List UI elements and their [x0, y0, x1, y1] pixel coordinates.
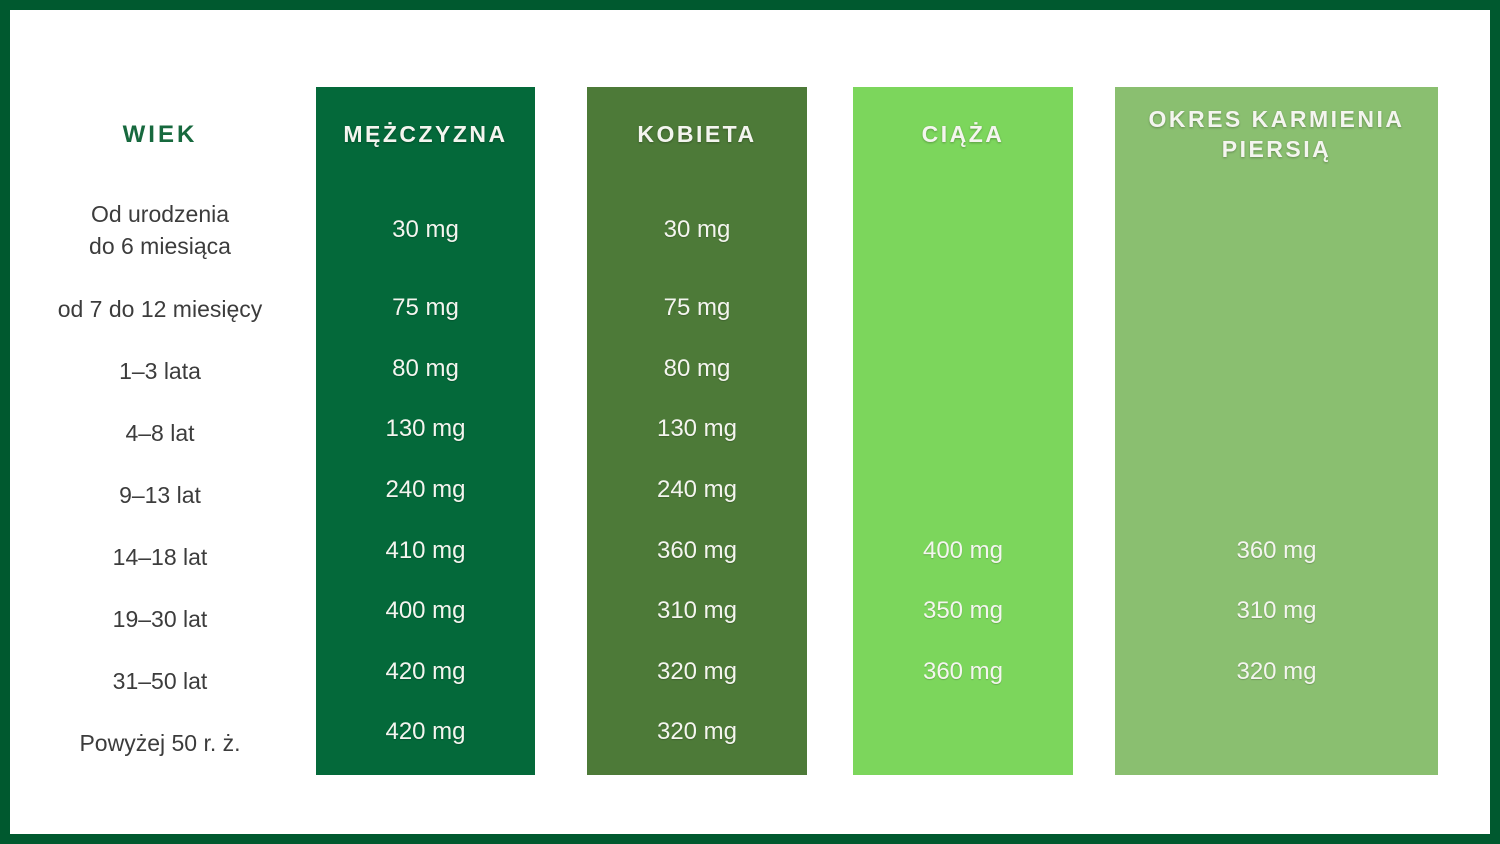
value-cell [1115, 399, 1438, 460]
value-cell: 420 mg [385, 657, 466, 685]
value-cell [853, 183, 1073, 278]
value-cell: 80 mg [663, 354, 731, 382]
value-cell: 80 mg [392, 354, 459, 382]
value-cell: 75 mg [392, 294, 459, 322]
value-cell: 240 mg [656, 475, 738, 503]
breastfeeding-column-header: OKRES KARMIENIA PIERSIĄ [1148, 106, 1405, 162]
men-column-header: MĘŻCZYZNA [343, 121, 508, 148]
value-cell: 360 mg [656, 536, 738, 564]
value-cell: 360 mg [922, 657, 1004, 685]
value-cell [1115, 460, 1438, 521]
age-label: 4–8 lat [125, 419, 195, 446]
value-cell: 130 mg [656, 415, 738, 443]
value-cell: 320 mg [656, 718, 738, 746]
age-column: WIEK Od urodzenia do 6 miesiąca od 7 do 1… [10, 87, 310, 775]
value-cell: 360 mg [1236, 536, 1317, 564]
age-label: Od urodzenia do 6 miesiąca [89, 201, 231, 259]
value-cell: 320 mg [1236, 657, 1317, 685]
breastfeeding-values: 360 mg 310 mg 320 mg [1115, 183, 1438, 763]
value-cell: 30 mg [663, 216, 731, 244]
value-cell [853, 460, 1073, 521]
age-label: od 7 do 12 miesięcy [57, 295, 263, 322]
pregnancy-column-header: CIĄŻA [921, 121, 1005, 148]
women-column: KOBIETA 30 mg 75 mg 80 mg 130 mg 240 mg 360 m… [587, 87, 807, 775]
value-cell: 240 mg [385, 475, 466, 503]
value-cell: 410 mg [385, 536, 466, 564]
value-cell: 420 mg [385, 718, 466, 746]
age-label: 14–18 lat [112, 544, 208, 571]
pregnancy-values: 400 mg 350 mg 360 mg [853, 183, 1073, 763]
value-cell: 400 mg [922, 536, 1004, 564]
women-values: 30 mg 75 mg 80 mg 130 mg 240 mg 360 mg 310 mg 3… [587, 183, 807, 763]
value-cell [853, 278, 1073, 339]
value-cell: 350 mg [922, 597, 1004, 625]
age-label: 19–30 lat [112, 606, 208, 633]
value-cell [1115, 702, 1438, 763]
age-column-header: WIEK [122, 121, 198, 149]
value-cell: 310 mg [1236, 597, 1317, 625]
value-cell: 130 mg [385, 415, 466, 443]
value-cell: 310 mg [656, 597, 738, 625]
value-cell: 400 mg [385, 597, 466, 625]
men-values: 30 mg 75 mg 80 mg 130 mg 240 mg 410 mg 400 mg 4… [316, 183, 535, 763]
value-cell [853, 399, 1073, 460]
age-rows: Od urodzenia do 6 miesiąca od 7 do 12 mie… [10, 183, 310, 775]
age-label: Powyżej 50 r. ż. [79, 730, 241, 757]
value-cell: 30 mg [392, 216, 459, 244]
value-cell [1115, 183, 1438, 278]
age-label: 1–3 lata [119, 357, 201, 384]
value-cell [853, 702, 1073, 763]
value-cell: 75 mg [663, 294, 731, 322]
breastfeeding-column: OKRES KARMIENIA PIERSIĄ 360 mg 310 mg 320 … [1115, 87, 1438, 775]
women-column-header: KOBIETA [637, 121, 757, 148]
age-label: 9–13 lat [119, 481, 201, 508]
value-cell: 320 mg [656, 657, 738, 685]
value-cell [1115, 278, 1438, 339]
age-label: 31–50 lat [112, 668, 208, 695]
men-column: MĘŻCZYZNA 30 mg 75 mg 80 mg 130 mg 240 mg 410… [316, 87, 535, 775]
value-cell [853, 339, 1073, 400]
value-cell [1115, 339, 1438, 400]
pregnancy-column: CIĄŻA 400 mg 350 mg 360 mg [853, 87, 1073, 775]
